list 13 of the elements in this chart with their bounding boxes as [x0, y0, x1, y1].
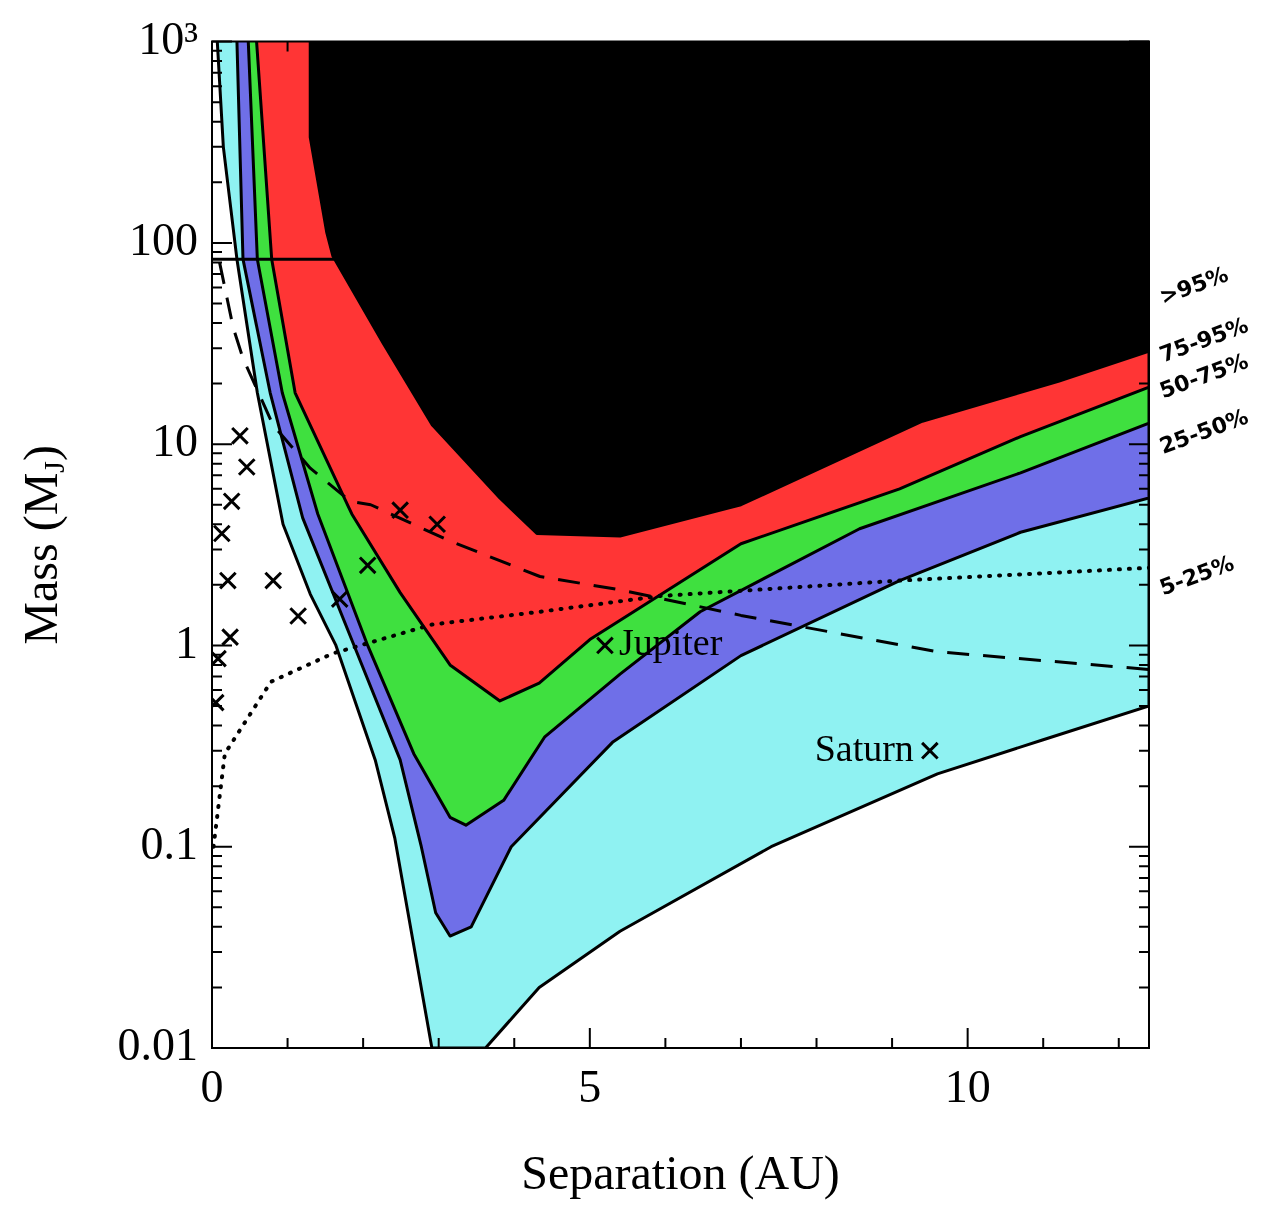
x-tick-label: 0 — [200, 1060, 224, 1112]
y-tick-label: 10 — [152, 415, 198, 467]
legend-label: >95% — [1156, 261, 1232, 310]
y-tick-label: 0.1 — [140, 817, 198, 869]
x-axis-title: Separation (AU) — [521, 1145, 840, 1200]
y-tick-label: 1 — [175, 616, 198, 668]
x-tick-label: 5 — [578, 1060, 602, 1112]
annotation: Saturn — [814, 726, 914, 769]
y-tick-label: 100 — [129, 213, 198, 265]
y-tick-label: 0.01 — [117, 1019, 198, 1071]
x-tick-label: 10 — [944, 1060, 991, 1112]
y-axis-title: Mass (MJ) — [13, 444, 70, 645]
y-tick-label: 10³ — [138, 12, 198, 64]
